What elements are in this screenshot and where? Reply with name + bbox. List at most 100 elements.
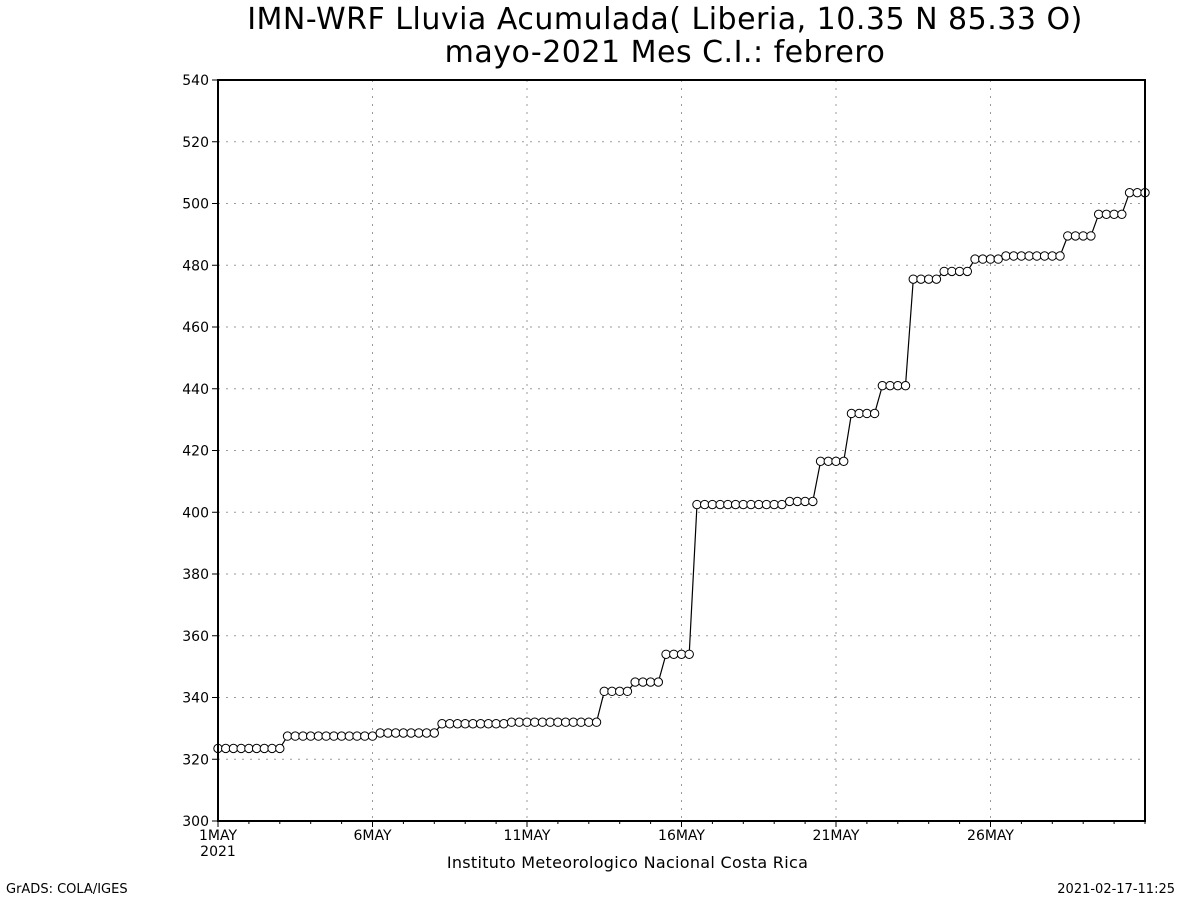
data-point: [1132, 187, 1142, 198]
x-tick-label: 16MAY: [658, 828, 705, 844]
data-point: [792, 496, 803, 507]
data-point: [429, 728, 439, 738]
data-point: [236, 743, 246, 754]
data-point: [707, 499, 718, 510]
data-point: [584, 717, 594, 727]
data-point: [1032, 251, 1042, 261]
data-point: [1086, 231, 1096, 241]
data-point: [730, 499, 741, 510]
y-tick-label: 340: [182, 691, 209, 707]
data-point: [669, 649, 679, 659]
data-point: [607, 686, 617, 697]
y-tick-label: 360: [182, 629, 209, 645]
data-point: [251, 743, 262, 754]
data-point: [460, 719, 470, 729]
data-point: [398, 728, 409, 738]
data-point: [715, 499, 725, 510]
data-point: [985, 254, 996, 264]
data-point: [1001, 251, 1011, 261]
data-point: [1008, 251, 1019, 261]
data-point: [900, 380, 911, 391]
data-point: [344, 731, 355, 741]
data-point: [761, 499, 772, 510]
data-point: [1101, 209, 1112, 220]
data-point: [754, 499, 764, 510]
data-point: [1063, 231, 1073, 241]
y-tick-label: 520: [182, 135, 209, 151]
data-point: [421, 728, 432, 738]
data-point: [375, 728, 385, 738]
data-point: [839, 456, 849, 467]
data-point: [746, 499, 756, 510]
data-point: [221, 743, 231, 754]
chart-title: IMN-WRF Lluvia Acumulada( Liberia, 10.35…: [247, 2, 1083, 37]
data-point: [699, 499, 710, 510]
data-point: [244, 743, 254, 754]
data-point: [831, 456, 841, 467]
data-point: [676, 649, 687, 659]
data-point: [893, 380, 903, 391]
data-point: [1039, 251, 1050, 261]
data-point: [723, 499, 733, 510]
data-point: [924, 274, 934, 284]
data-point: [499, 719, 509, 729]
data-point: [406, 728, 416, 738]
y-tick-label: 420: [182, 444, 209, 460]
x-tick-label: 21MAY: [813, 828, 860, 844]
y-tick-label: 540: [182, 73, 209, 89]
series-points: [213, 187, 1150, 754]
data-point: [267, 743, 277, 754]
data-point: [815, 456, 826, 467]
data-point: [684, 649, 694, 659]
data-point: [1070, 231, 1081, 241]
y-tick-label: 380: [182, 567, 209, 583]
data-point: [576, 717, 586, 727]
data-point: [645, 677, 656, 687]
data-point: [661, 649, 671, 659]
data-point: [313, 731, 324, 741]
data-point: [383, 728, 393, 738]
chart-subtitle: mayo-2021 Mes C.I.: febrero: [444, 35, 886, 70]
y-tick-label: 460: [182, 320, 209, 336]
data-point: [638, 677, 648, 687]
data-point: [1093, 209, 1104, 220]
data-point: [1047, 251, 1058, 261]
data-point: [877, 380, 888, 391]
data-point: [622, 686, 633, 697]
data-point: [939, 266, 949, 277]
data-point: [978, 254, 988, 264]
data-point: [336, 731, 347, 741]
y-tick-label: 500: [182, 197, 209, 213]
data-point: [615, 686, 625, 697]
data-point: [1055, 251, 1065, 261]
data-point: [591, 717, 602, 727]
data-point: [560, 717, 571, 727]
data-point: [769, 499, 779, 510]
data-point: [530, 717, 540, 727]
data-point: [537, 717, 548, 727]
data-point: [885, 380, 895, 391]
data-point: [545, 717, 555, 727]
x-tick-label: 26MAY: [967, 828, 1014, 844]
y-tick-label: 320: [182, 752, 209, 768]
data-point: [468, 719, 478, 729]
data-point: [1078, 231, 1088, 241]
data-point: [298, 731, 308, 741]
data-point: [1124, 187, 1135, 198]
data-point: [738, 499, 748, 510]
data-point: [514, 717, 524, 727]
x-tick-label: 6MAY: [353, 828, 391, 844]
data-point: [869, 408, 880, 419]
data-point: [321, 731, 331, 741]
x-tick-year-label: 2021: [200, 844, 236, 860]
x-tick-label: 11MAY: [504, 828, 551, 844]
data-point: [290, 731, 300, 741]
data-point: [1024, 251, 1034, 261]
data-point: [506, 717, 517, 727]
data-point: [862, 408, 872, 419]
data-point: [823, 456, 833, 467]
data-point: [692, 499, 702, 510]
data-point: [908, 274, 918, 284]
